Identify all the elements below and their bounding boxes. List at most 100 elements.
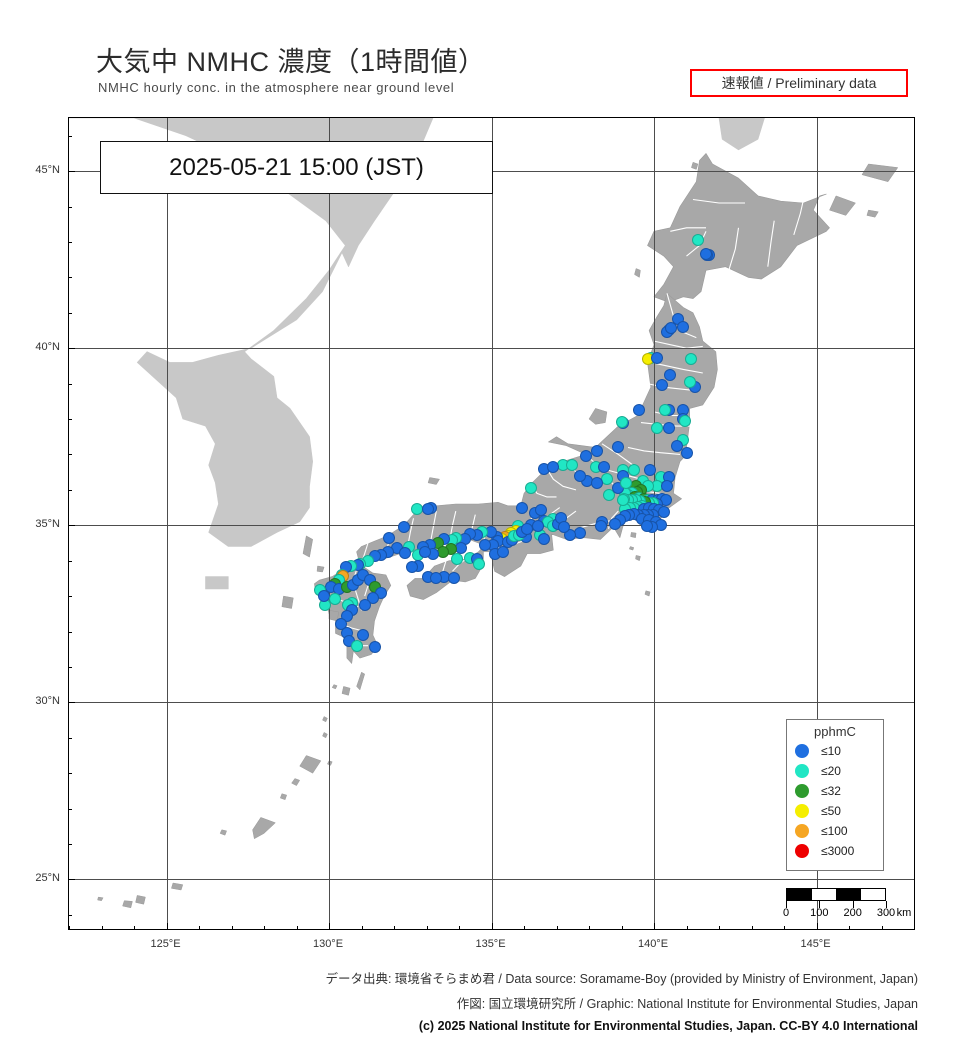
tick-lon-128 (264, 926, 265, 929)
tick-lon-137 (556, 926, 558, 929)
scale-label-2: 200 (843, 907, 862, 919)
tick-lon-131 (361, 926, 363, 929)
footer-copyright: (c) 2025 National Institute for Environm… (418, 1019, 918, 1033)
axis-label-lon-4: 145°E (800, 938, 831, 950)
station-point (683, 375, 696, 388)
axis-label-lat-0: 45°N (35, 164, 60, 177)
tick-lon-146 (849, 926, 850, 929)
station-point (516, 502, 529, 515)
tick-lat-24 (69, 914, 72, 916)
tick-lat-28 (69, 773, 72, 775)
scale-segment-3 (860, 889, 885, 900)
gridline-longitude-135 (491, 118, 493, 929)
tick-lat-36 (69, 489, 72, 491)
tick-lat-27 (69, 808, 72, 810)
station-point (369, 641, 382, 654)
tick-lon-144 (784, 926, 785, 929)
station-point (397, 521, 410, 534)
station-point (566, 459, 579, 472)
gridline-longitude-125 (166, 118, 168, 929)
station-point (644, 463, 657, 476)
scale-tick-0 (786, 901, 787, 908)
scale-label-0: 0 (782, 907, 790, 919)
gridline-latitude-30 (69, 702, 914, 704)
station-point (640, 519, 653, 532)
station-point (525, 481, 538, 494)
station-point (656, 379, 669, 392)
tick-lon-124 (134, 926, 135, 929)
scale-unit-label: km (896, 907, 912, 919)
station-point (609, 517, 621, 530)
tick-lat-26 (69, 844, 72, 845)
station-point (676, 320, 689, 333)
axis-label-lon-3: 140°E (637, 938, 669, 950)
gridline-latitude-40 (69, 348, 914, 350)
tick-lat-29 (69, 737, 72, 739)
station-point (663, 421, 676, 434)
tick-lat-42 (69, 277, 72, 279)
station-point (422, 503, 435, 516)
map-panel[interactable] (68, 117, 915, 930)
tick-lat-35 (69, 525, 75, 527)
station-point (691, 233, 704, 246)
tick-lon-135 (491, 923, 493, 929)
scale-bar-labels: 0 100 200 300 km (782, 907, 911, 921)
legend-entry-4: ≤100 (787, 821, 883, 841)
tick-lon-122 (69, 926, 70, 929)
tick-lon-147 (881, 926, 883, 929)
tick-lon-140 (654, 923, 655, 929)
legend-entry-label: ≤32 (821, 784, 841, 798)
tick-lon-129 (296, 926, 298, 929)
station-point (531, 519, 544, 532)
station-point (418, 545, 431, 558)
legend-entry-label: ≤100 (821, 824, 848, 838)
tick-lon-139 (621, 926, 623, 929)
station-point (557, 521, 570, 534)
station-point (534, 504, 547, 517)
station-point (633, 404, 646, 417)
scale-bar-blocks (786, 888, 886, 901)
scale-bar-ticks (786, 901, 887, 908)
tick-lat-40 (69, 348, 75, 350)
legend-color-swatch (795, 764, 809, 778)
legend-entries: ≤10 ≤20 ≤32 ≤50 ≤100 ≤3000 (787, 741, 883, 861)
legend-color-swatch (795, 824, 809, 838)
tick-lon-126 (199, 926, 200, 929)
station-point (573, 469, 586, 482)
station-point (700, 247, 712, 260)
station-point (685, 352, 698, 365)
station-point (448, 572, 461, 585)
footer-graphic-credit: 作図: 国立環境研究所 / Graphic: National Institut… (456, 997, 918, 1011)
station-point (472, 558, 485, 571)
tick-lon-125 (166, 923, 168, 929)
tick-lon-133 (426, 926, 428, 929)
legend-panel: pphmC ≤10 ≤20 ≤32 ≤50 ≤100 ≤3000 (786, 719, 884, 871)
station-point (678, 414, 691, 427)
station-point (664, 368, 677, 381)
tick-lat-34 (69, 560, 72, 562)
station-point (659, 404, 672, 417)
tick-lon-138 (589, 926, 590, 929)
tick-lon-145 (816, 923, 818, 929)
page-subtitle: NMHC hourly conc. in the atmosphere near… (98, 80, 455, 95)
station-point (591, 444, 604, 457)
station-point (611, 441, 624, 454)
gridline-longitude-130 (329, 118, 330, 929)
station-point (350, 639, 363, 652)
station-point (617, 494, 630, 507)
station-point (664, 322, 677, 334)
tick-lat-45 (69, 171, 75, 173)
station-point (328, 592, 341, 605)
scale-tick-1 (819, 901, 821, 908)
station-point (680, 446, 693, 459)
scale-tick-3 (886, 901, 887, 908)
station-point (651, 352, 664, 365)
station-point (671, 439, 684, 452)
legend-entry-label: ≤3000 (821, 844, 855, 858)
scale-segment-1 (811, 889, 836, 900)
station-point (383, 531, 396, 544)
station-point (451, 552, 464, 565)
tick-lat-32 (69, 631, 72, 633)
footer-data-source: データ出典: 環境省そらまめ君 / Data source: Soramame-… (325, 972, 918, 986)
scale-segment-2 (836, 889, 861, 900)
